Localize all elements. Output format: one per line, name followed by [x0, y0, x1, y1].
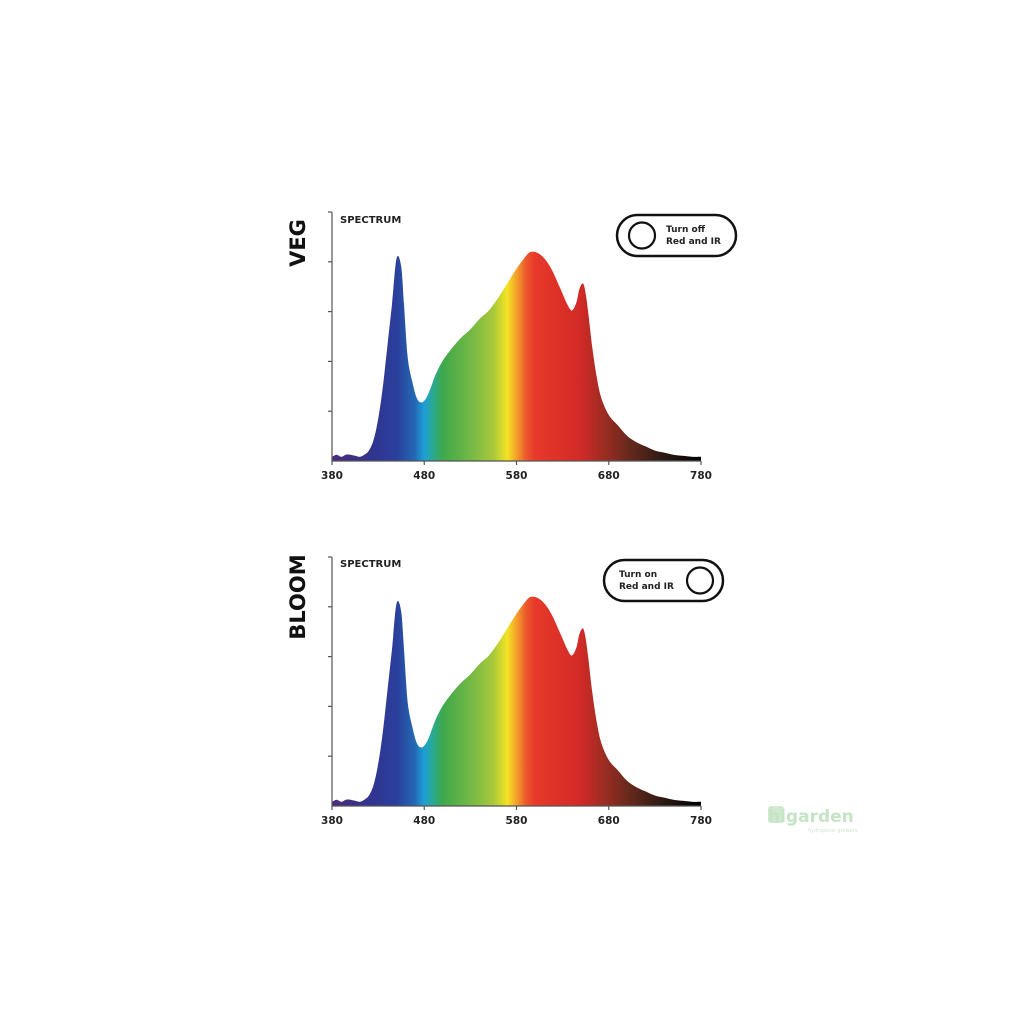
chart-title-veg: SPECTRUM: [340, 215, 401, 226]
x-tick-label: 380: [321, 470, 343, 482]
watermark-text: higarden: [768, 807, 854, 827]
spectrum-area: [332, 596, 701, 806]
chart-veg: VEG SPECTRUM 380 480 580 680 780 Turn off Re…: [286, 211, 738, 482]
toggle-label-line1-veg: Turn off: [666, 225, 706, 235]
watermark: higarden hydroponic growers: [768, 806, 858, 834]
x-tick-label: 480: [413, 470, 435, 482]
x-tick-label: 480: [413, 815, 435, 827]
toggle-label-line2-bloom: Red and IR: [619, 582, 674, 592]
chart-bloom: BLOOM SPECTRUM 380 480 580 680 780 Turn on R…: [286, 554, 725, 827]
plot-bloom: 380 480 580 680 780: [321, 556, 712, 827]
section-title-bloom: BLOOM: [286, 554, 310, 639]
x-tick-label: 680: [598, 470, 620, 482]
toggle-knob-veg[interactable]: [627, 221, 657, 250]
x-tick-label: 580: [506, 815, 528, 827]
x-tick-label: 580: [506, 470, 528, 482]
watermark-subtext: hydroponic growers: [808, 828, 858, 834]
spectrum-area: [332, 251, 701, 461]
toggle-bloom[interactable]: Turn on Red and IR: [602, 558, 725, 603]
x-tick-label: 780: [690, 470, 712, 482]
x-tick-label: 680: [598, 815, 620, 827]
chart-title-bloom: SPECTRUM: [340, 559, 401, 570]
toggle-label-line1-bloom: Turn on: [619, 570, 657, 580]
plot-veg: 380 480 580 680 780: [321, 211, 712, 482]
x-tick-label: 780: [690, 815, 712, 827]
section-title-veg: VEG: [286, 219, 310, 267]
watermark-logo-icon: [768, 806, 784, 823]
toggle-veg[interactable]: Turn off Red and IR: [615, 213, 738, 258]
toggle-label-line2-veg: Red and IR: [666, 237, 721, 247]
x-tick-label: 380: [321, 815, 343, 827]
toggle-knob-bloom[interactable]: [685, 566, 715, 595]
